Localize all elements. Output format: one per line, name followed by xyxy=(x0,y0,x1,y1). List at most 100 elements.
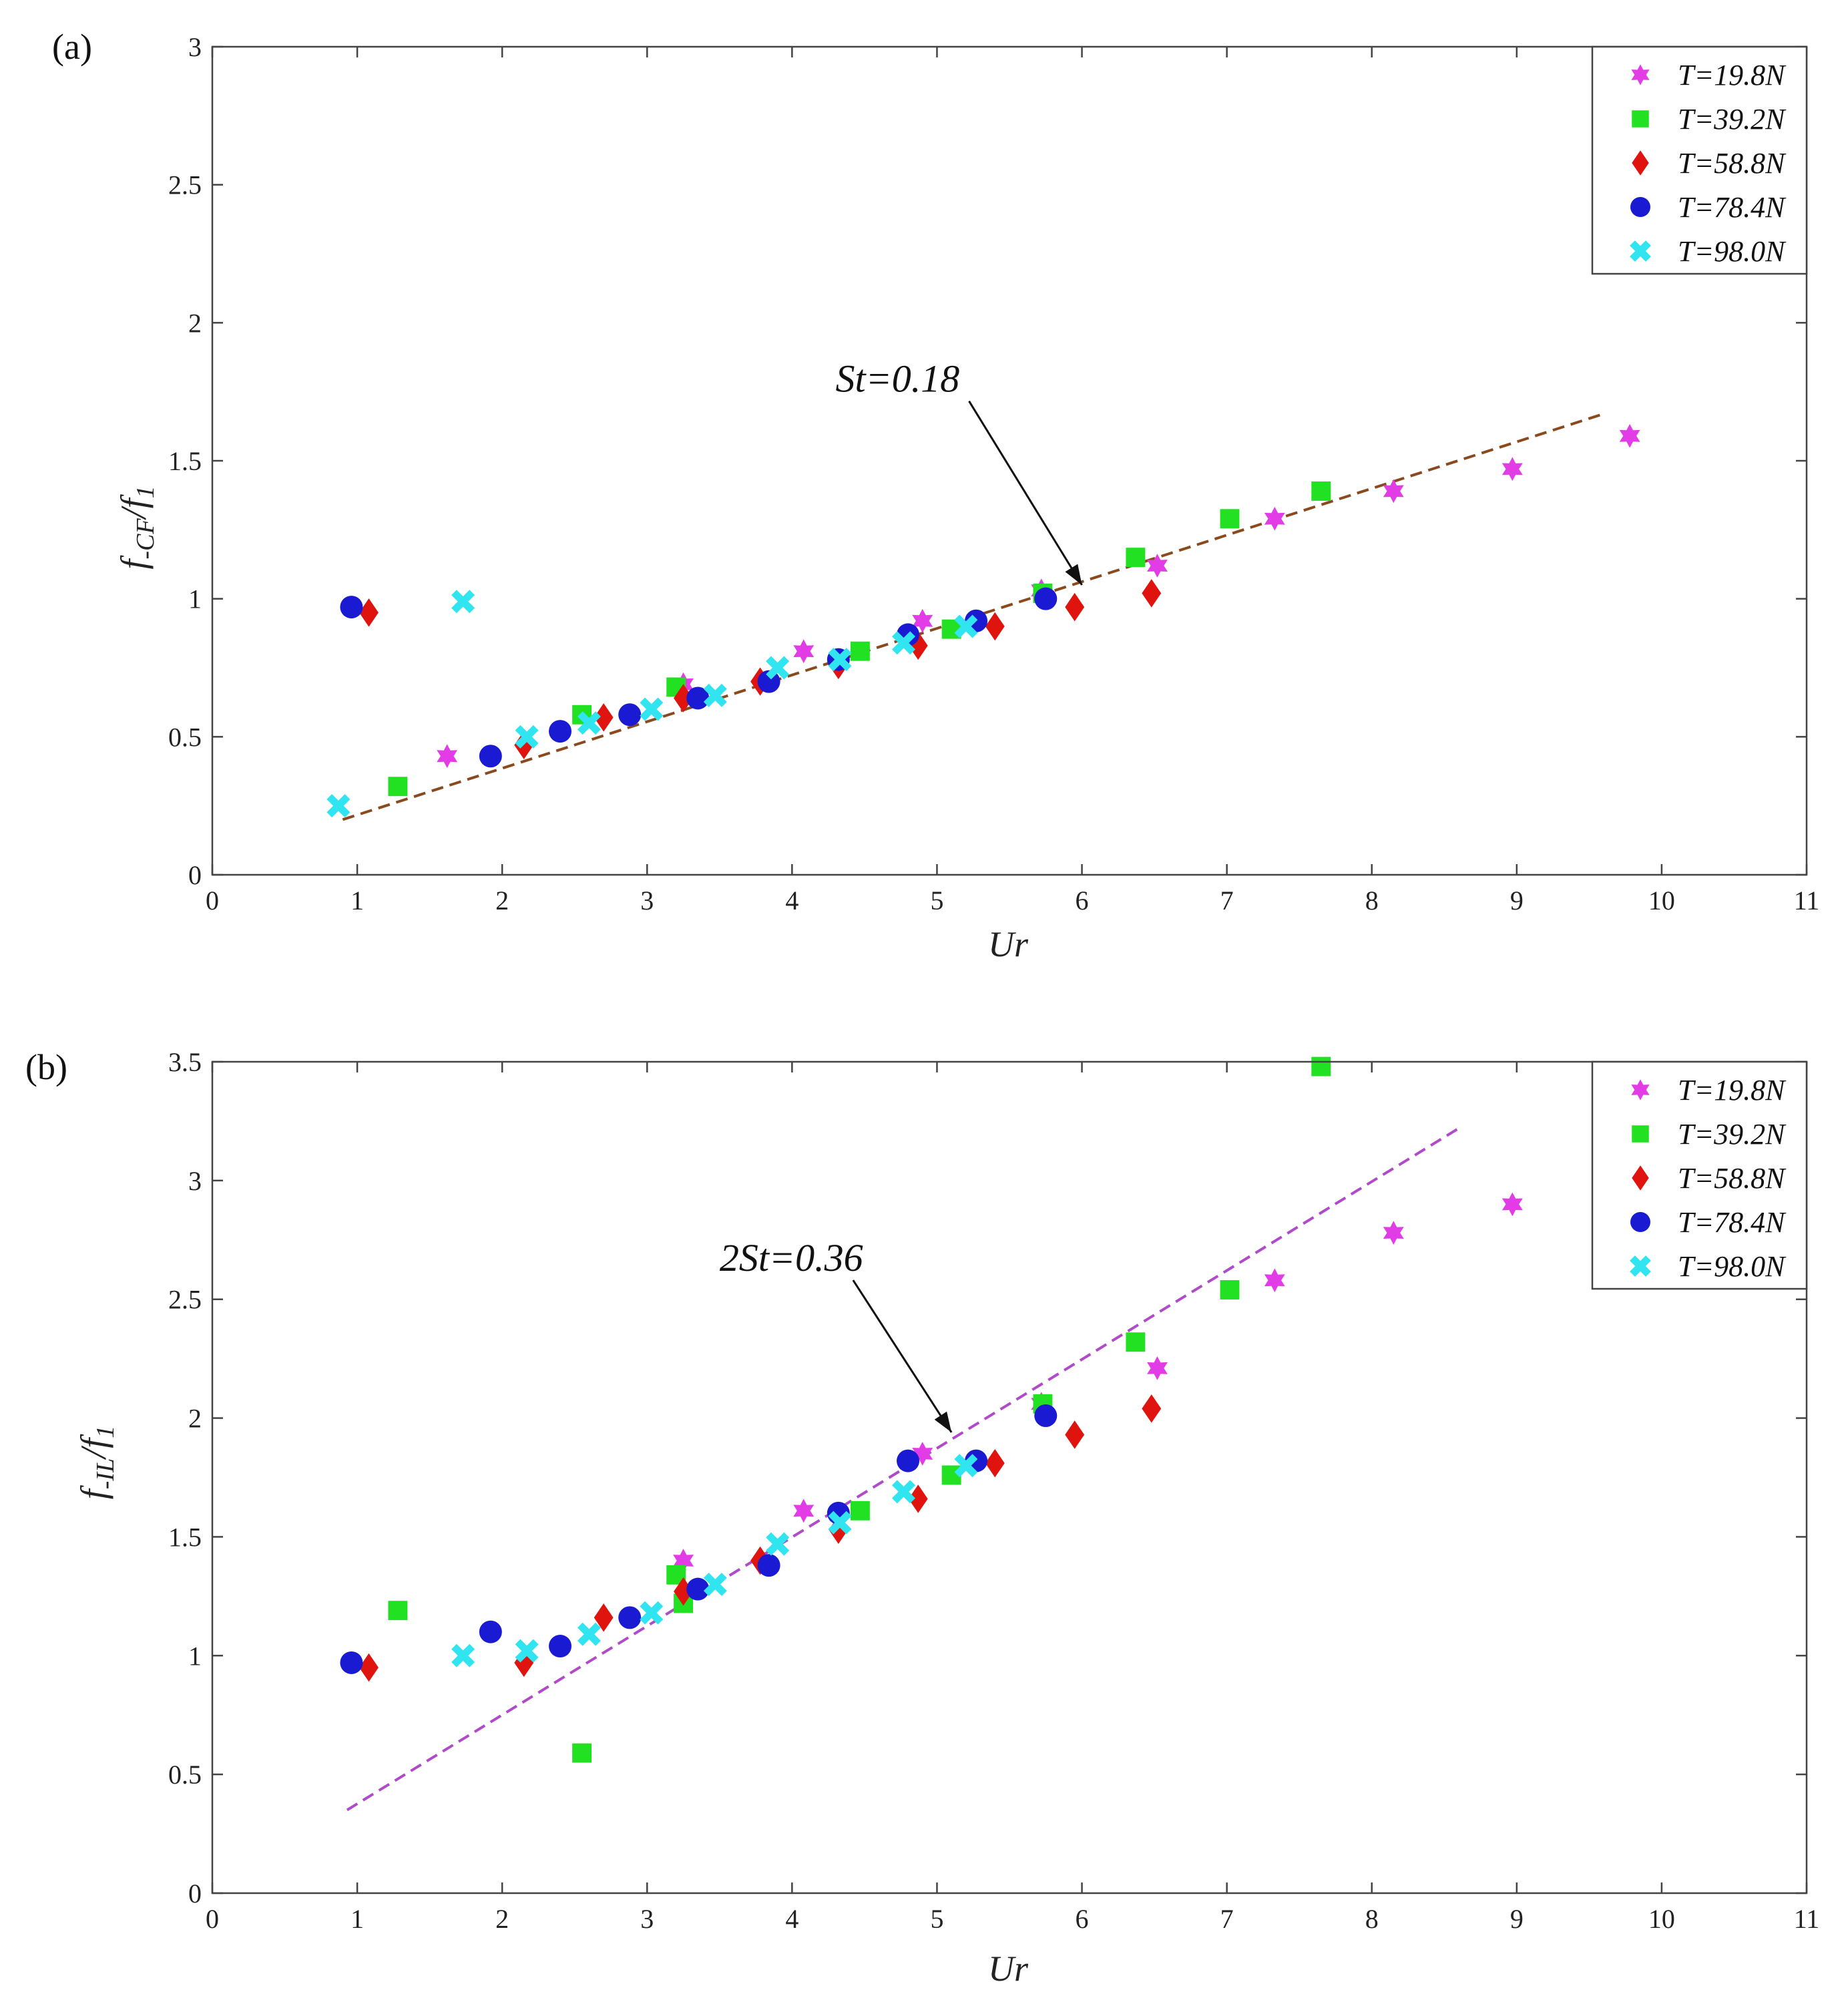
x-tick-label: 7 xyxy=(1220,1904,1234,1934)
data-point-square xyxy=(1220,509,1240,529)
legend-marker-diamond xyxy=(1632,1165,1649,1191)
data-point-diamond xyxy=(594,703,614,732)
data-point-square xyxy=(850,1501,870,1521)
data-point-star xyxy=(1147,554,1168,578)
data-point-diamond xyxy=(985,1448,1005,1478)
data-point-diamond xyxy=(359,1653,379,1682)
data-point-circle xyxy=(757,1554,780,1577)
x-tick-label: 11 xyxy=(1794,885,1820,916)
annotation-st-a: St=0.18 xyxy=(835,357,959,401)
x-tick-label: 10 xyxy=(1648,885,1675,916)
legend-box-a xyxy=(1591,45,1808,275)
legend-label: T=98.0N xyxy=(1678,235,1787,268)
y-tick-label: 1 xyxy=(188,1641,202,1671)
y-tick-label: 1.5 xyxy=(168,446,202,476)
legend-marker-cross xyxy=(1630,1255,1651,1277)
data-point-cross xyxy=(892,631,916,655)
data-point-circle xyxy=(340,1651,363,1674)
plot-frame-b xyxy=(211,1060,1808,1894)
annotation-arrow-head xyxy=(934,1411,952,1432)
data-point-diamond xyxy=(908,631,928,660)
data-point-circle xyxy=(1034,1404,1058,1428)
data-point-square xyxy=(388,777,408,797)
data-point-cross xyxy=(451,590,475,614)
data-point-diamond xyxy=(1065,592,1085,622)
y-tick-label: 2.5 xyxy=(168,170,202,200)
annotation-arrow-line xyxy=(968,400,1083,586)
data-point-cross xyxy=(703,683,727,707)
data-point-diamond xyxy=(908,1484,928,1513)
x-tick-label: 9 xyxy=(1510,1904,1524,1934)
plot-frame-a xyxy=(211,45,1808,876)
panel-b: (b) 0 1 2 3 4 5 6 7 8 9 10 11 0 0.5 1 1.5 2 2.5 3 3.5 Ur f-… xyxy=(25,1047,1819,1989)
data-point-diamond xyxy=(594,1603,614,1632)
data-point-star xyxy=(1383,479,1404,504)
y-tick-label: 3.5 xyxy=(168,1047,202,1077)
data-point-cross xyxy=(640,697,664,721)
data-point-cross xyxy=(515,1639,539,1663)
legend-box-b xyxy=(1591,1060,1808,1290)
y-tick-label: 3 xyxy=(188,1166,202,1196)
legend-marker-square xyxy=(1632,1125,1649,1143)
x-axis-label-b: Ur xyxy=(988,1949,1029,1989)
data-point-cross xyxy=(766,1532,790,1556)
series-T=98.0N xyxy=(326,590,978,818)
data-point-diamond xyxy=(674,684,693,713)
annotation-arrow-head xyxy=(1065,564,1082,585)
y-tick-label: 3 xyxy=(188,32,202,62)
legend-label: T=19.8N xyxy=(1678,59,1787,91)
panel-b-label: (b) xyxy=(25,1047,67,1087)
legend-label: T=78.4N xyxy=(1678,191,1787,224)
x-tick-label: 4 xyxy=(785,1904,798,1934)
data-point-circle xyxy=(686,1577,710,1601)
data-point-star xyxy=(1502,1192,1523,1217)
legend-label: T=98.0N xyxy=(1678,1250,1787,1283)
x-tick-label: 3 xyxy=(640,885,654,916)
data-point-cross xyxy=(326,794,351,818)
data-point-square xyxy=(388,1601,408,1621)
data-point-star xyxy=(912,1442,933,1466)
y-tick-label: 1 xyxy=(188,584,202,614)
data-point-diamond xyxy=(1065,1420,1085,1449)
x-tick-label: 10 xyxy=(1648,1904,1675,1934)
data-point-cross xyxy=(892,1480,916,1504)
x-tick-label: 9 xyxy=(1510,885,1524,916)
data-point-circle xyxy=(479,1620,502,1643)
legend-label: T=78.4N xyxy=(1678,1206,1787,1239)
x-axis-label-a: Ur xyxy=(988,924,1029,964)
data-point-circle xyxy=(618,703,642,727)
x-tick-label: 6 xyxy=(1076,885,1089,916)
data-point-cross xyxy=(828,1511,852,1535)
y-tick-label: 0 xyxy=(188,860,202,890)
legend-label: T=58.8N xyxy=(1678,147,1787,180)
data-point-star xyxy=(793,1498,815,1523)
y-tick-label: 2 xyxy=(188,308,202,338)
panel-a: (a) 0 1 2 3 4 5 6 7 8 9 10 11 0 0.5 1 1.5 2 2.5 3 Ur f-CF/… xyxy=(52,27,1819,964)
series-T=58.8N xyxy=(359,1394,1162,1682)
data-point-star xyxy=(1383,1221,1404,1245)
data-point-cross xyxy=(577,1622,601,1646)
data-point-star xyxy=(1147,1356,1168,1380)
legend-marker-star xyxy=(1631,64,1650,85)
data-point-square xyxy=(850,641,870,661)
data-point-circle xyxy=(1034,587,1058,610)
data-point-circle xyxy=(897,1449,920,1472)
legend-marker-circle xyxy=(1630,1212,1650,1232)
panel-a-label: (a) xyxy=(52,27,92,67)
data-point-star xyxy=(1264,506,1285,531)
x-tick-label: 2 xyxy=(495,1904,509,1934)
x-tick-label: 4 xyxy=(785,885,798,916)
data-point-cross xyxy=(451,1643,475,1667)
y-tick-label: 1.5 xyxy=(168,1522,202,1552)
x-tick-label: 1 xyxy=(351,1904,364,1934)
data-point-star xyxy=(793,639,815,664)
data-point-circle xyxy=(549,720,572,743)
annotation-2st-b: 2St=0.36 xyxy=(720,1236,863,1279)
y-axis-label-a: f-CF/f1 xyxy=(113,485,160,569)
x-tick-label: 5 xyxy=(930,1904,943,1934)
data-point-star xyxy=(912,608,933,633)
data-point-cross xyxy=(954,1454,978,1478)
data-point-star xyxy=(1619,423,1640,448)
x-tick-label: 8 xyxy=(1365,885,1379,916)
